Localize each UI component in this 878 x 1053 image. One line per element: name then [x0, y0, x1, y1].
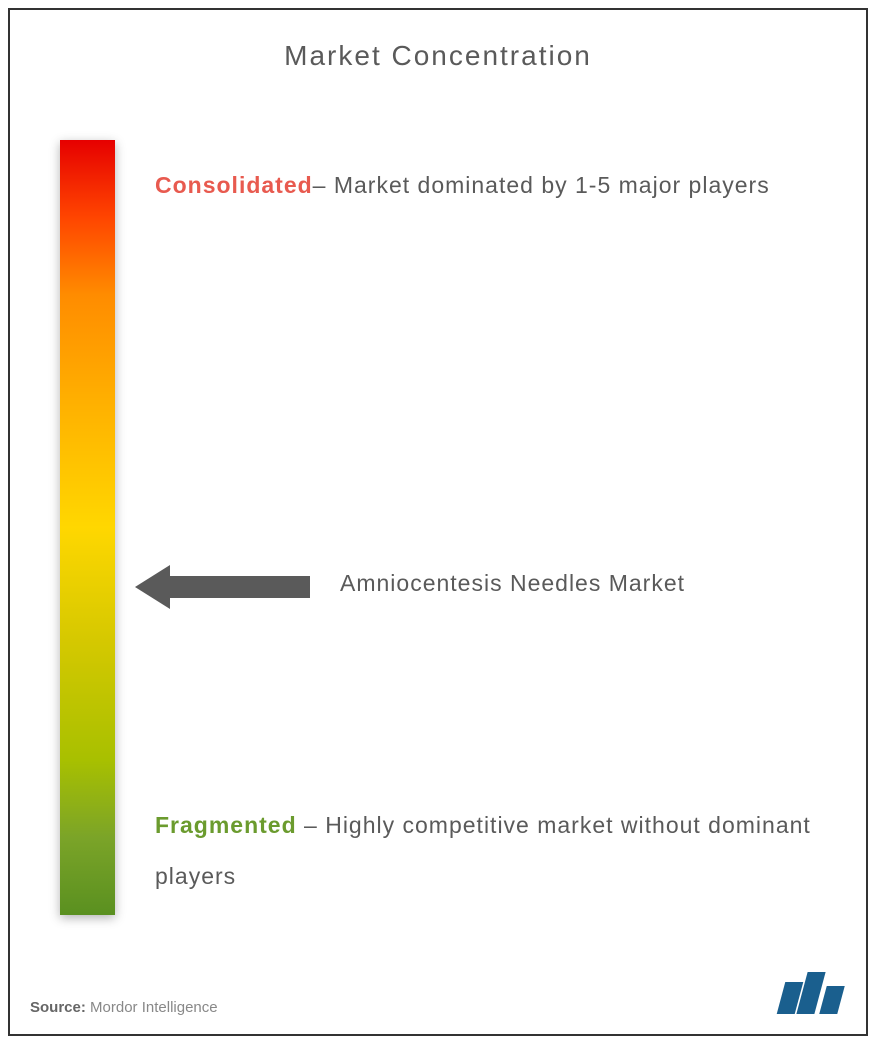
arrow-body [170, 576, 310, 598]
arrow-head-icon [135, 565, 170, 609]
mi-logo-icon [781, 972, 841, 1014]
source-attribution: Source: Mordor Intelligence [30, 999, 218, 1016]
consolidated-text: – Market dominated by 1-5 major players [313, 172, 770, 198]
concentration-gradient-bar [60, 140, 115, 915]
fragmented-label: Fragmented [155, 812, 297, 838]
main-container: Market Concentration Consolidated– Marke… [8, 8, 868, 1036]
source-value: Mordor Intelligence [90, 999, 218, 1016]
chart-title: Market Concentration [10, 10, 866, 72]
source-label: Source: [30, 999, 86, 1016]
position-arrow [135, 565, 310, 609]
consolidated-description: Consolidated– Market dominated by 1-5 ma… [155, 160, 805, 211]
logo-bar [819, 986, 845, 1014]
consolidated-label: Consolidated [155, 172, 313, 198]
market-name-label: Amniocentesis Needles Market [340, 570, 685, 597]
fragmented-description: Fragmented – Highly competitive market w… [155, 800, 835, 901]
